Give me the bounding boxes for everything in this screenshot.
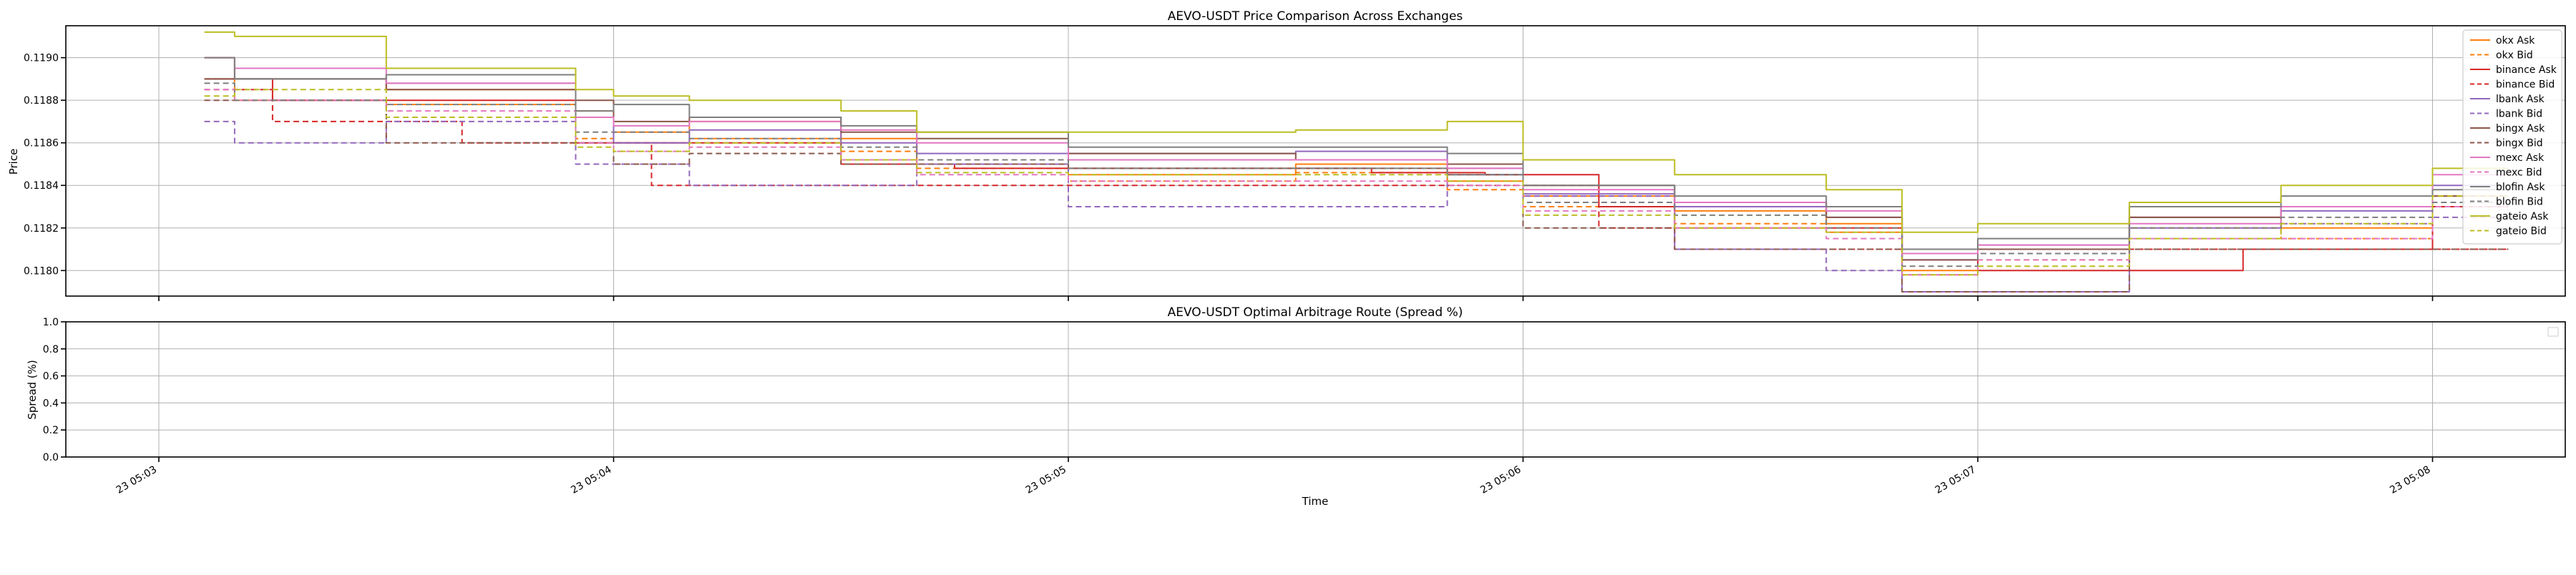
time-x-tick-label: 23 05:06 — [1478, 464, 1523, 496]
price-y-tick-label: 0.1180 — [24, 265, 59, 277]
series-gateio-bid — [204, 89, 2509, 276]
price-y-tick-label: 0.1184 — [24, 180, 59, 192]
price-y-tick-label: 0.1186 — [24, 138, 59, 149]
legend-label: bingx Ask — [2496, 123, 2545, 134]
price-series-group — [204, 31, 2509, 293]
spread-y-tick-label: 0.8 — [43, 344, 59, 355]
series-mexc-ask — [204, 56, 2509, 255]
price-y-tick-label: 0.1190 — [24, 53, 59, 64]
spread-axes-frame — [65, 321, 2566, 458]
legend-label: gateio Ask — [2496, 211, 2549, 222]
spread-y-tick-label: 0.0 — [43, 452, 59, 463]
legend: okx Ask okx Bid binance Ask binance Bid lban… — [2462, 29, 2562, 245]
series-okx-bid — [204, 78, 2509, 276]
spread-y-tick-label: 0.2 — [43, 425, 59, 436]
legend-label: mexc Ask — [2496, 152, 2545, 164]
series-blofin-ask — [204, 56, 2509, 250]
legend-label: binance Ask — [2496, 64, 2557, 76]
time-x-tick-label: 23 05:05 — [1024, 464, 1068, 496]
legend-label: gateio Bid — [2496, 226, 2547, 237]
time-x-tick-label: 23 05:04 — [569, 464, 613, 496]
time-x-tick-label: 23 05:08 — [2388, 464, 2432, 496]
price-y-tick-label: 0.1188 — [24, 95, 59, 107]
series-bingx-ask — [204, 78, 2509, 261]
time-x-axis-label: Time — [1302, 495, 1329, 508]
legend-label: binance Bid — [2496, 79, 2555, 91]
spread-grid — [66, 321, 2565, 458]
legend-label: lbank Bid — [2496, 109, 2542, 120]
spread-y-tick-label: 1.0 — [43, 317, 59, 328]
spread-y-axis-label: Spread (%) — [26, 360, 39, 420]
series-gateio-ask — [204, 31, 2509, 233]
price-x-ticks — [158, 296, 2434, 301]
series-mexc-bid — [204, 89, 2509, 276]
spread-y-tick-label: 0.4 — [43, 398, 59, 409]
price-y-ticks: 0.1180 0.1182 0.1184 0.1186 0.1188 0.1190 — [24, 53, 66, 277]
price-panel: AEVO-USDT Price Comparison Across Exchan… — [7, 9, 2566, 301]
time-x-tick-label: 23 05:03 — [114, 464, 159, 496]
spread-y-tick-label: 0.6 — [43, 371, 59, 383]
price-y-axis-label: Price — [7, 149, 20, 175]
spread-panel: AEVO-USDT Optimal Arbitrage Route (Sprea… — [26, 305, 2566, 508]
spread-chart-title: AEVO-USDT Optimal Arbitrage Route (Sprea… — [1168, 305, 1463, 320]
time-x-tick-label: 23 05:07 — [1933, 464, 1978, 496]
legend-label: okx Bid — [2496, 50, 2533, 62]
empty-legend-box — [2547, 327, 2559, 337]
price-chart-title: AEVO-USDT Price Comparison Across Exchan… — [1168, 9, 1463, 24]
series-lbank-ask — [204, 56, 2509, 261]
spread-y-ticks: 0.0 0.2 0.4 0.6 0.8 1.0 — [43, 317, 66, 463]
price-axes-frame — [65, 25, 2566, 297]
price-y-tick-label: 0.1182 — [24, 223, 59, 235]
spread-x-ticks: 23 05:03 23 05:04 23 05:05 23 05:06 23 05:07… — [114, 457, 2434, 496]
legend-label: mexc Bid — [2496, 167, 2542, 179]
series-binance-bid — [204, 89, 2509, 250]
price-grid — [66, 26, 2565, 296]
legend-label: blofin Bid — [2496, 197, 2543, 208]
legend-label: okx Ask — [2496, 35, 2535, 46]
legend-label: lbank Ask — [2496, 94, 2545, 105]
legend-label: blofin Ask — [2496, 182, 2545, 193]
legend-label: bingx Bid — [2496, 138, 2543, 149]
series-bingx-bid — [204, 99, 2509, 293]
